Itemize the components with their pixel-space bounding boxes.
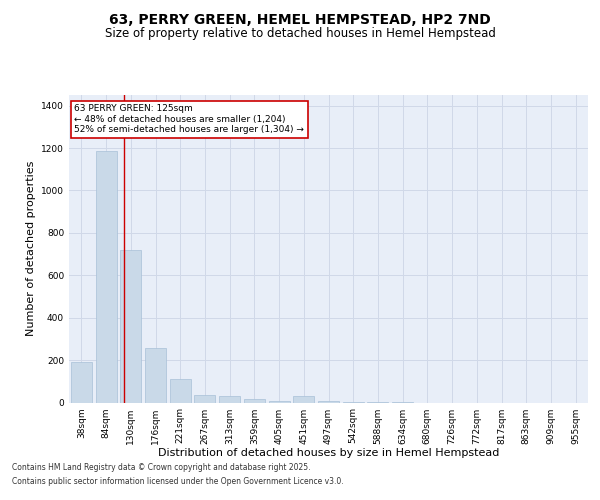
- Text: Contains HM Land Registry data © Crown copyright and database right 2025.: Contains HM Land Registry data © Crown c…: [12, 464, 311, 472]
- Bar: [219, 396, 240, 402]
- Bar: [269, 401, 290, 402]
- Bar: [145, 348, 166, 403]
- Text: 63 PERRY GREEN: 125sqm
← 48% of detached houses are smaller (1,204)
52% of semi-: 63 PERRY GREEN: 125sqm ← 48% of detached…: [74, 104, 304, 134]
- Bar: [318, 401, 339, 402]
- Bar: [120, 250, 141, 402]
- X-axis label: Distribution of detached houses by size in Hemel Hempstead: Distribution of detached houses by size …: [158, 448, 499, 458]
- Bar: [194, 395, 215, 402]
- Bar: [71, 362, 92, 403]
- Bar: [95, 151, 116, 403]
- Text: 63, PERRY GREEN, HEMEL HEMPSTEAD, HP2 7ND: 63, PERRY GREEN, HEMEL HEMPSTEAD, HP2 7N…: [109, 12, 491, 26]
- Bar: [293, 396, 314, 402]
- Text: Contains public sector information licensed under the Open Government Licence v3: Contains public sector information licen…: [12, 477, 344, 486]
- Bar: [170, 379, 191, 402]
- Text: Size of property relative to detached houses in Hemel Hempstead: Size of property relative to detached ho…: [104, 28, 496, 40]
- Bar: [244, 398, 265, 402]
- Y-axis label: Number of detached properties: Number of detached properties: [26, 161, 35, 336]
